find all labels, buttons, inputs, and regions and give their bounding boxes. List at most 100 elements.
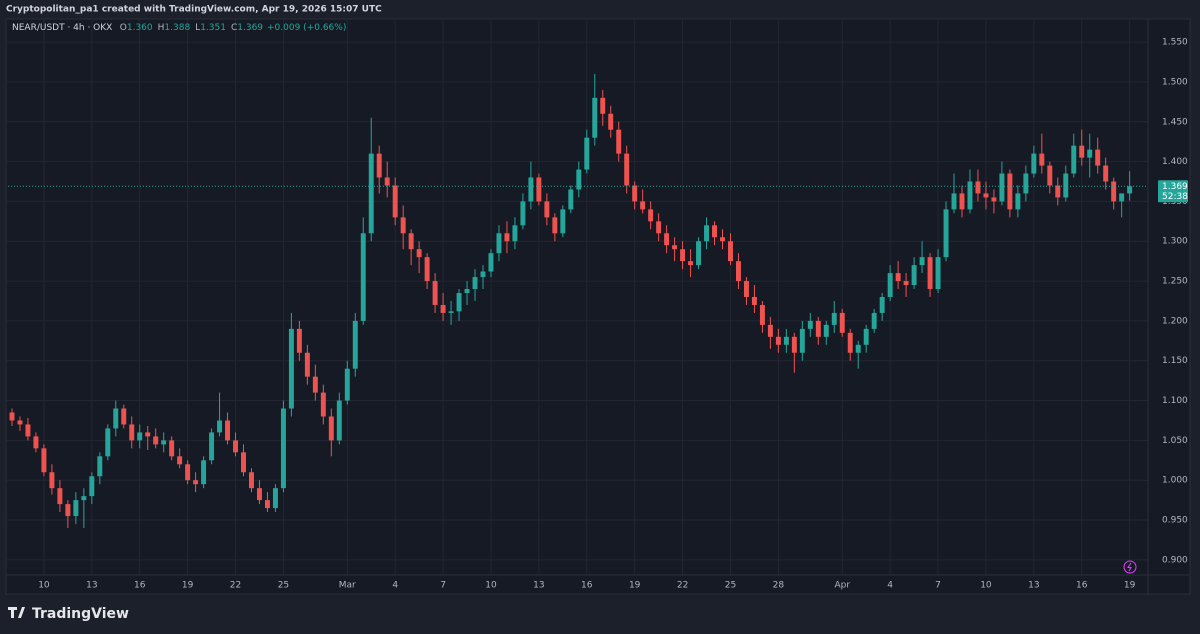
candle-body <box>1095 149 1101 166</box>
candle-body <box>41 448 47 473</box>
candle-body <box>360 233 366 321</box>
candle-body <box>767 324 773 337</box>
candle-body <box>161 440 167 445</box>
alert-icon[interactable] <box>1123 560 1137 574</box>
candle-body <box>871 312 877 329</box>
candle-body <box>855 344 861 353</box>
candle-body <box>272 488 278 509</box>
candle-body <box>983 193 989 198</box>
candle-body <box>720 237 725 242</box>
candle-body <box>759 304 765 325</box>
y-tick-label: 1.100 <box>1162 396 1188 406</box>
candle-body <box>249 472 254 489</box>
candle-body <box>895 273 901 282</box>
candle-body <box>536 177 542 202</box>
y-tick-label: 1.550 <box>1162 38 1188 48</box>
legend: NEAR/USDT · 4h · OKX O1.360 H1.388 L1.351 C1… <box>12 23 346 33</box>
x-tick-label: 13 <box>533 581 544 591</box>
candle-body <box>81 496 87 501</box>
y-tick-label: 0.900 <box>1162 555 1188 565</box>
candle-body <box>512 225 518 242</box>
candle-body <box>911 265 917 286</box>
candle-body <box>256 488 262 501</box>
ohlc-label: O <box>120 23 127 33</box>
candle-body <box>1023 173 1029 194</box>
candle-body <box>592 97 598 138</box>
candle-body <box>193 480 199 485</box>
candle-body <box>943 209 949 258</box>
x-tick-label: 7 <box>935 581 941 591</box>
candle-body <box>440 304 446 313</box>
candle-body <box>991 197 997 202</box>
candle-body <box>9 412 15 421</box>
ohlc-label: C <box>231 23 237 33</box>
ohlc-value: 1.388 <box>164 23 190 33</box>
x-tick-label: Apr <box>834 581 850 591</box>
countdown-label: 52:38 <box>1162 192 1188 202</box>
ohlc-label: L <box>195 23 200 33</box>
x-tick-label: 25 <box>725 581 736 591</box>
candle-body <box>967 181 973 210</box>
y-tick-label: 1.150 <box>1162 356 1188 366</box>
x-tick-label: 10 <box>485 581 497 591</box>
candle-body <box>296 328 302 353</box>
candle-body <box>496 233 502 254</box>
x-tick-label: 16 <box>1076 581 1088 591</box>
candle-body <box>560 209 566 234</box>
x-tick-label: 13 <box>1028 581 1039 591</box>
y-tick-label: 1.450 <box>1162 117 1188 127</box>
candle-body <box>600 97 606 114</box>
candle-body <box>576 169 582 190</box>
candle-body <box>1039 153 1045 166</box>
candle-body <box>1047 165 1053 186</box>
candle-body <box>544 201 550 218</box>
candle-body <box>1127 186 1133 194</box>
logo: TradingView <box>8 606 129 622</box>
candle-body <box>847 332 853 353</box>
y-tick-label: 1.400 <box>1162 157 1188 167</box>
ohlc: O1.360 H1.388 L1.351 C1.369 <box>120 23 264 33</box>
x-tick-label: Mar <box>339 581 356 591</box>
candle-body <box>680 249 686 262</box>
candle-body <box>735 261 741 282</box>
candle-body <box>632 185 638 202</box>
x-tick-label: 16 <box>581 581 593 591</box>
candle-body <box>640 201 646 210</box>
candle-body <box>935 257 941 290</box>
candle-body <box>839 312 845 333</box>
ohlc-value: 1.369 <box>237 23 263 33</box>
candle-body <box>728 241 733 262</box>
candle-body <box>696 241 702 266</box>
alert-icon-bolt <box>1127 562 1132 572</box>
x-tick-label: 10 <box>980 581 992 591</box>
candle-body <box>815 320 821 337</box>
last-price-box <box>1158 180 1188 203</box>
candle-body <box>169 440 175 457</box>
candle-body <box>49 472 55 489</box>
candle-body <box>1103 165 1109 182</box>
candle-body <box>704 225 710 242</box>
candle-body <box>336 400 342 441</box>
candle-body <box>65 504 71 517</box>
candle-body <box>1031 153 1037 174</box>
candle-body <box>672 245 678 250</box>
y-tick-label: 1.250 <box>1162 277 1188 287</box>
candle-body <box>488 253 494 272</box>
candle-body <box>568 189 574 210</box>
brand: TradingView <box>32 606 129 622</box>
candle-body <box>264 500 270 509</box>
symbol: NEAR/USDT · 4h · OKX <box>12 23 112 33</box>
candle-body <box>1087 149 1093 158</box>
candle-body <box>113 408 119 429</box>
candle-body <box>823 324 829 337</box>
candle-body <box>831 312 837 325</box>
x-tick-label: 25 <box>278 581 289 591</box>
candle-body <box>743 281 749 297</box>
candle-body <box>480 271 486 278</box>
logo-mark <box>8 607 25 618</box>
candle-body <box>616 129 622 154</box>
candle-body <box>1007 173 1013 210</box>
candle-body <box>624 153 630 186</box>
